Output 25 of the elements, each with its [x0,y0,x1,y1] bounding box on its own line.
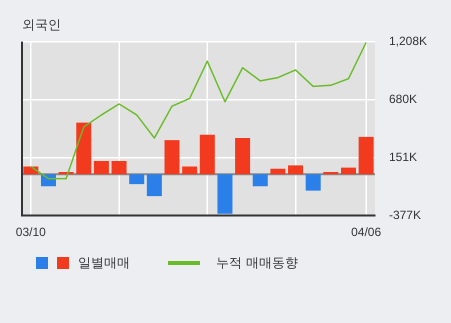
y-tick-label: -377K [388,208,421,222]
y-tick-label: 1,208K [388,34,428,48]
y-tick-label: 151K [388,150,417,164]
bar [76,122,92,174]
x-tick-label: 04/06 [351,225,382,240]
bar [252,174,268,186]
bar [200,134,215,174]
bar [164,140,180,174]
bar [182,166,198,174]
bar [217,174,232,214]
chart-title: 외국인 [22,18,61,34]
legend-label: 누적 매매동향 [216,255,298,272]
y-tick-label: 680K [388,92,417,106]
x-tick-label: 03/10 [16,225,46,240]
bar [112,161,127,174]
legend-label: 일별매매 [78,255,130,272]
bar [270,168,286,174]
bar [340,168,356,174]
bar [146,174,162,196]
bar [235,138,250,174]
bar [129,174,144,184]
bar [94,161,109,174]
bar [306,174,321,191]
bar [358,136,374,174]
bar [288,165,304,174]
